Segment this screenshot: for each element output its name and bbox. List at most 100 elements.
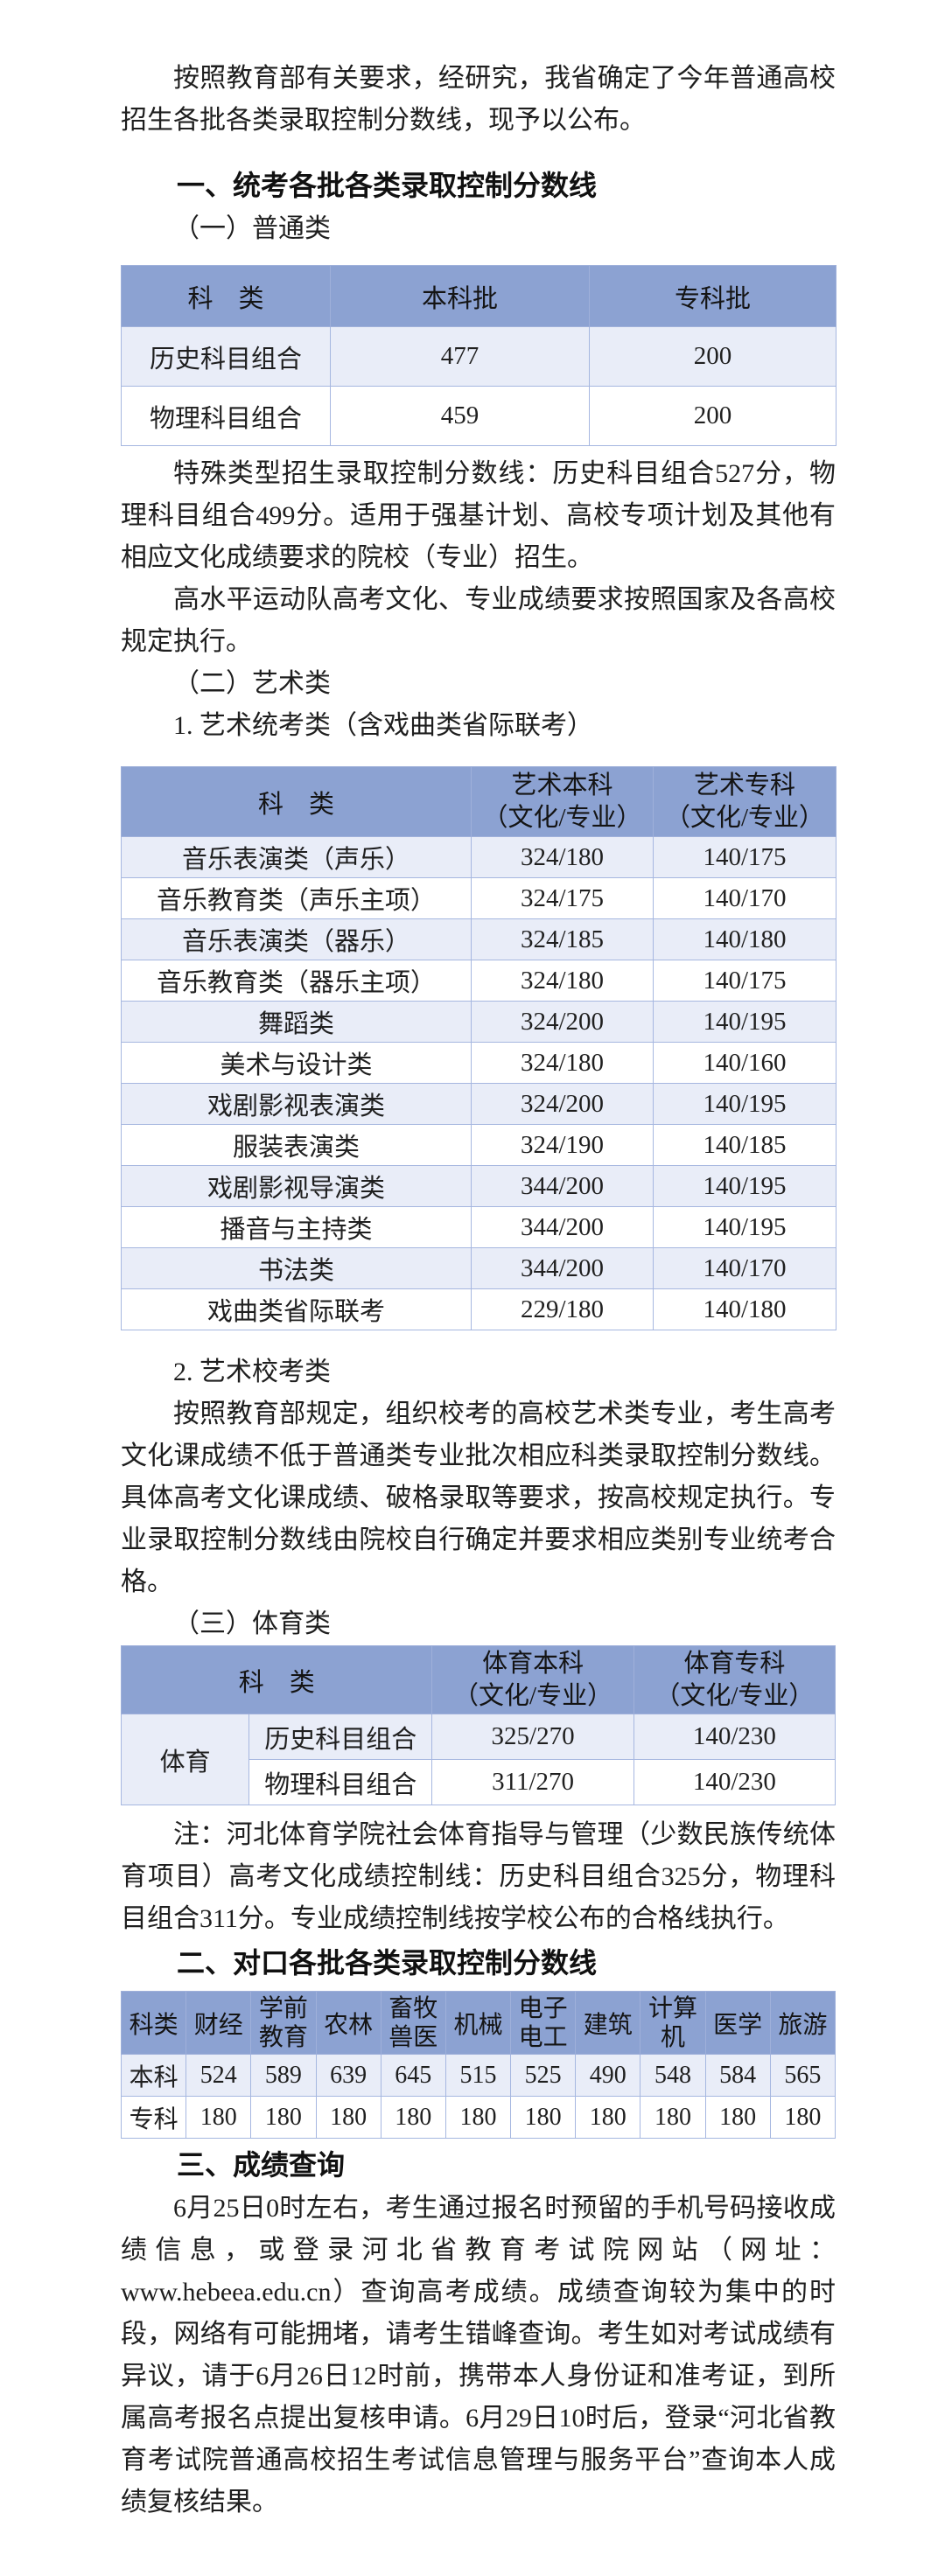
cell: 525 (510, 2054, 577, 2097)
column-header: 电子 电工 (510, 1991, 577, 2055)
column-header: 计算 机 (640, 1991, 706, 2055)
cell: 140/170 (653, 877, 836, 919)
sports-team-paragraph: 高水平运动队高考文化、专业成绩要求按照国家及各高校规定执行。 (121, 585, 836, 656)
section2-heading: 二、对口各批各类录取控制分数线 (177, 1947, 598, 1979)
cell: 140/195 (653, 1165, 836, 1207)
cell: 美术与设计类 (121, 1042, 472, 1084)
cell: 645 (380, 2054, 446, 2097)
column-header: 体育本科 （文化/专业） (431, 1645, 634, 1714)
cell: 音乐教育类（器乐主项） (121, 960, 472, 1002)
cell: 490 (575, 2054, 641, 2097)
cell: 477 (330, 326, 590, 387)
table-row: 物理科目组合 311/270 140/230 (122, 1759, 836, 1805)
cell: 140/175 (653, 836, 836, 878)
column-header: 财经 (186, 1991, 252, 2055)
merged-category-cell: 体育 (120, 1714, 250, 1805)
cell: 344/200 (471, 1165, 654, 1207)
cell: 140/195 (653, 1083, 836, 1125)
column-header: 建筑 (575, 1991, 641, 2055)
special-admission-paragraph: 特殊类型招生录取控制分数线：历史科目组合527分，物理科目组合499分。适用于强… (121, 459, 836, 572)
cell: 344/200 (471, 1247, 654, 1289)
column-header: 机械 (444, 1991, 512, 2055)
table-row: 美术与设计类 324/180 140/160 (121, 1042, 836, 1084)
cell: 物理科目组合 (121, 386, 331, 446)
table-row: 物理科目组合 459 200 (121, 386, 836, 446)
table-header-row: 科 类 体育本科 （文化/专业） 体育专科 （文化/专业） (120, 1645, 836, 1714)
cell: 324/185 (471, 918, 654, 960)
cell: 戏剧影视表演类 (121, 1083, 472, 1125)
cell: 524 (186, 2054, 252, 2097)
cell: 639 (315, 2054, 382, 2097)
cell: 200 (589, 386, 836, 446)
column-header: 艺术专科 （文化/专业） (653, 766, 836, 837)
table-row: 音乐教育类（声乐主项） 324/175 140/170 (121, 877, 836, 919)
art-school-paragraph: 按照教育部规定，组织校考的高校艺术类专业，考生高考文化课成绩不低于普通类专业批次… (121, 1400, 836, 1596)
art-unified-exam-heading: 1. 艺术统考类（含戏曲类省际联考） (173, 711, 593, 740)
column-header: 专科批 (589, 265, 836, 327)
cell: 140/195 (653, 1206, 836, 1248)
column-header: 科 类 (120, 1645, 433, 1714)
cell: 180 (186, 2096, 252, 2139)
column-header: 科 类 (121, 766, 472, 837)
table-row: 书法类 344/200 140/170 (121, 1247, 836, 1289)
cell: 戏剧影视导演类 (121, 1165, 472, 1207)
cell: 180 (640, 2096, 706, 2139)
cell: 324/180 (471, 1042, 654, 1084)
cell: 历史科目组合 (248, 1714, 433, 1760)
cell: 180 (510, 2096, 577, 2139)
cell: 229/180 (471, 1288, 654, 1330)
cell: 物理科目组合 (248, 1759, 433, 1805)
cell: 音乐表演类（声乐） (121, 836, 472, 878)
cell: 548 (640, 2054, 706, 2097)
subsection-general-heading: （一）普通类 (173, 214, 331, 243)
cell: 140/230 (633, 1759, 836, 1805)
cell: 584 (704, 2054, 771, 2097)
cell: 325/270 (431, 1714, 634, 1760)
table-row: 本科 524 589 639 645 515 525 490 548 584 5… (120, 2054, 836, 2097)
cell: 459 (330, 386, 590, 446)
table-row: 舞蹈类 324/200 140/195 (121, 1001, 836, 1043)
cell: 140/175 (653, 960, 836, 1002)
cell: 180 (444, 2096, 512, 2139)
column-header: 科类 (120, 1991, 187, 2055)
score-query-paragraph: 6月25日0时左右，考生通过报名时预留的手机号码接收成绩信息，或登录河北省教育考… (121, 2194, 836, 2517)
cell: 324/200 (471, 1001, 654, 1043)
cell: 戏曲类省际联考 (121, 1288, 472, 1330)
cell: 180 (769, 2096, 836, 2139)
table-row: 音乐表演类（声乐） 324/180 140/175 (121, 836, 836, 878)
cell: 324/190 (471, 1124, 654, 1166)
cell: 历史科目组合 (121, 326, 331, 387)
cell: 播音与主持类 (121, 1206, 472, 1248)
cell: 180 (315, 2096, 382, 2139)
cell: 140/195 (653, 1001, 836, 1043)
table-row: 服装表演类 324/190 140/185 (121, 1124, 836, 1166)
sport-score-table: 科 类 体育本科 （文化/专业） 体育专科 （文化/专业） 体育 历史科目组合 … (120, 1645, 836, 1805)
cell: 140/180 (653, 918, 836, 960)
intro-paragraph: 按照教育部有关要求，经研究，我省确定了今年普通高校招生各批各类录取控制分数线，现… (121, 64, 836, 135)
cell: 565 (769, 2054, 836, 2097)
vocational-score-table: 科类 财经 学前 教育 农林 畜牧 兽医 机械 电子 电工 建筑 计算 (120, 1991, 836, 2139)
cell: 140/170 (653, 1247, 836, 1289)
column-header: 科 类 (121, 265, 331, 327)
cell: 344/200 (471, 1206, 654, 1248)
subsection-sport-heading: （三）体育类 (173, 1609, 331, 1638)
cell: 324/200 (471, 1083, 654, 1125)
table-row: 戏曲类省际联考 229/180 140/180 (121, 1288, 836, 1330)
cell: 本科 (120, 2054, 187, 2097)
cell: 舞蹈类 (121, 1001, 472, 1043)
art-school-exam-heading: 2. 艺术校考类 (173, 1358, 331, 1386)
subsection-art-heading: （二）艺术类 (173, 669, 331, 698)
cell: 音乐教育类（声乐主项） (121, 877, 472, 919)
cell: 音乐表演类（器乐） (121, 918, 472, 960)
cell: 180 (380, 2096, 446, 2139)
art-score-table: 科 类 艺术本科 （文化/专业） 艺术专科 （文化/专业） 音乐表演类（声乐） … (121, 766, 836, 1330)
table-row: 播音与主持类 344/200 140/195 (121, 1206, 836, 1248)
cell: 515 (444, 2054, 512, 2097)
section3-heading: 三、成绩查询 (177, 2149, 346, 2181)
table-row: 音乐教育类（器乐主项） 324/180 140/175 (121, 960, 836, 1002)
sport-note-paragraph: 注：河北体育学院社会体育指导与管理（少数民族传统体育项目）高考文化成绩控制线：历… (121, 1820, 836, 1933)
cell: 180 (704, 2096, 771, 2139)
cell: 324/180 (471, 960, 654, 1002)
column-header: 农林 (315, 1991, 382, 2055)
